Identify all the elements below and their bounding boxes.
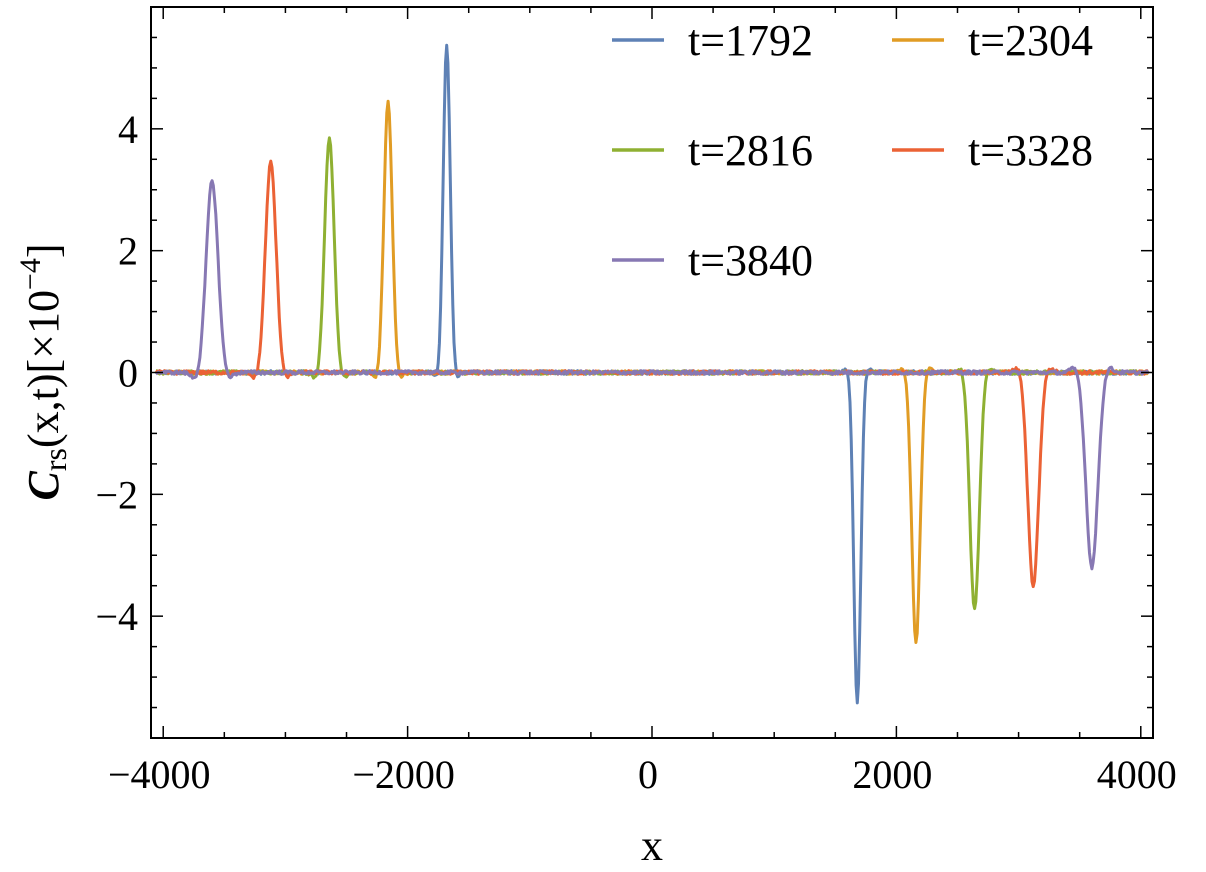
- y-tick-label: −2: [95, 472, 138, 517]
- y-tick-label: 2: [118, 229, 138, 274]
- y-label-scale-prefix: [×10: [19, 290, 68, 373]
- legend: t=1792 t=2304 t=2816 t=3328 t=3840: [612, 16, 1093, 285]
- y-label-subscript: rs: [37, 448, 73, 471]
- y-label-scale-exponent: −4: [14, 258, 47, 290]
- x-tick-labels: −4000 −2000 0 2000 4000: [108, 752, 1177, 797]
- y-tick-label: −4: [95, 594, 138, 639]
- legend-label: t=2816: [688, 126, 813, 175]
- x-tick-label: 4000: [1097, 752, 1177, 797]
- legend-item-t=3328: t=3328: [892, 126, 1093, 175]
- legend-label: t=2304: [968, 16, 1093, 65]
- x-tick-label: −2000: [352, 752, 455, 797]
- axis-ticks: [151, 7, 1153, 738]
- y-label-scale-suffix: ]: [19, 243, 68, 258]
- y-label-args: (x,t): [19, 374, 68, 449]
- x-tick-label: 0: [638, 752, 658, 797]
- y-axis-label: Crs(x,t)[×10−4]: [14, 243, 73, 500]
- x-tick-label: −4000: [108, 752, 211, 797]
- legend-label: t=3840: [688, 236, 813, 285]
- legend-label: t=3328: [968, 126, 1093, 175]
- series-line-t=3840: [154, 179, 1150, 571]
- y-tick-labels: −4 −2 0 2 4: [95, 107, 138, 639]
- legend-item-t=2304: t=2304: [892, 16, 1093, 65]
- x-axis-label: x: [641, 821, 663, 870]
- legend-item-t=1792: t=1792: [612, 16, 813, 65]
- plot-area: [150, 6, 1154, 739]
- legend-item-t=3840: t=3840: [612, 236, 813, 285]
- legend-item-t=2816: t=2816: [612, 126, 813, 175]
- y-label-symbol: C: [19, 471, 68, 501]
- series-layer: [154, 43, 1150, 705]
- legend-label: t=1792: [688, 16, 813, 65]
- y-tick-label: 4: [118, 107, 138, 152]
- x-tick-label: 2000: [852, 752, 932, 797]
- y-tick-label: 0: [118, 351, 138, 396]
